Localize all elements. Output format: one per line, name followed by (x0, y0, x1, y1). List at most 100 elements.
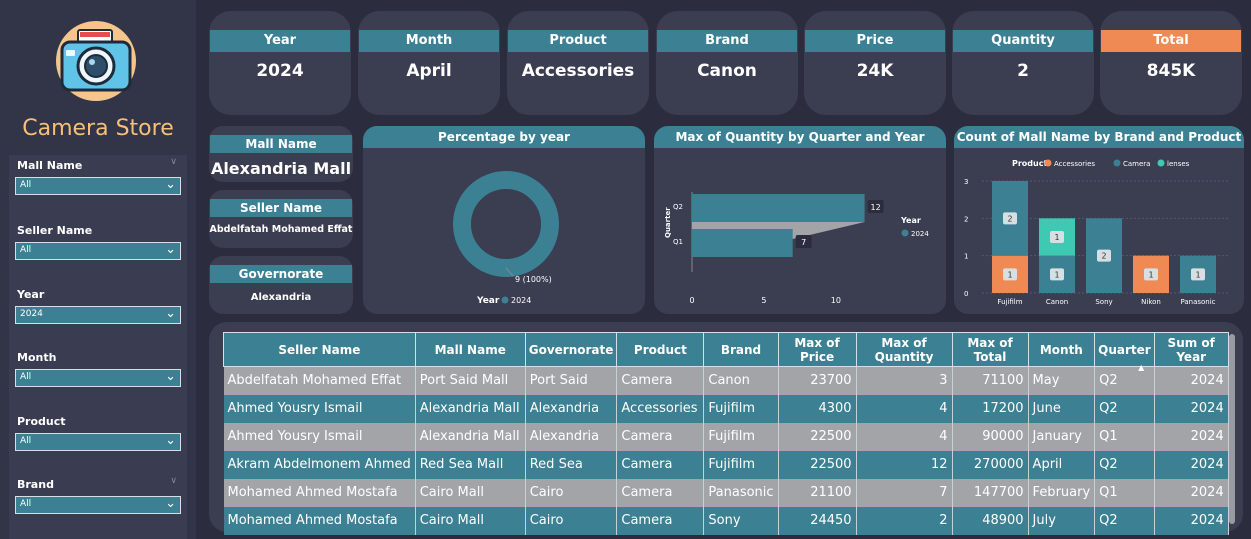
table-row[interactable]: Mohamed Ahmed Mostafa Cairo Mall Cairo Came… (223, 506, 1229, 535)
table-cell: Cairo Mall (415, 506, 526, 535)
column-header[interactable]: Product (616, 332, 705, 367)
chevron-down-icon[interactable]: ⌄ (165, 242, 176, 257)
card-label: Governorate (210, 265, 352, 283)
column-header[interactable]: Month (1027, 332, 1096, 367)
hbar-chart: Quarter Year 2024 0 5 10 Q2 12 Q1 7 (664, 192, 929, 305)
legend-entry: lenses (1167, 160, 1190, 168)
column-header[interactable]: Sum of Year ▲ (1138, 332, 1229, 372)
table-cell: Q2 (1094, 366, 1155, 395)
bar-data-label: 2 (1101, 252, 1106, 261)
camera-logo-icon (56, 21, 136, 101)
chart-title: Max of Quantity by Quarter and Year (654, 126, 946, 148)
seller-name-dropdown[interactable]: All ⌄ (15, 242, 181, 260)
slicer-product[interactable]: Product All ⌄ (9, 411, 187, 477)
dropdown-value: All (20, 372, 32, 382)
table-cell: 4 (856, 394, 953, 423)
slicer-year[interactable]: Year 2024 ⌄ (9, 284, 187, 350)
chevron-down-icon[interactable]: ⌄ (165, 496, 176, 511)
table-cell: 24450 (778, 506, 857, 535)
kpi-label: Price (805, 30, 945, 52)
table-row[interactable]: Abdelfatah Mohamed Effat Port Said Mall Po… (223, 366, 1229, 395)
table-row[interactable]: Ahmed Yousry Ismail Alexandria Mall Alexan… (223, 394, 1229, 423)
card-value: Alexandria (250, 292, 312, 303)
chevron-down-icon[interactable]: ⌄ (165, 369, 176, 384)
table-cell: Fujifilm (703, 394, 779, 423)
sidebar: Camera Store Mall Name ∨ All ⌄ Seller Na… (0, 0, 196, 539)
legend-title: Year (900, 216, 921, 225)
table-cell: Mohamed Ahmed Mostafa (223, 478, 416, 507)
kpi-value: Accessories (521, 61, 635, 81)
table-scrollbar[interactable] (1229, 334, 1235, 524)
slicer-brand[interactable]: Brand ∨ All ⌄ (9, 474, 187, 539)
table-cell: 270000 (952, 450, 1029, 479)
kpi-brand: Brand Canon (656, 11, 798, 115)
kpi-label: Month (359, 30, 499, 52)
slicer-label: Month (17, 351, 57, 364)
month-dropdown[interactable]: All ⌄ (15, 369, 181, 387)
data-label-bg (1050, 268, 1064, 281)
table-cell: 4 (856, 422, 953, 451)
donut-chart: 9 (100%) Year 2024 (453, 171, 559, 306)
brand-dropdown[interactable]: All ⌄ (15, 496, 181, 514)
slicer-month[interactable]: Month All ⌄ (9, 347, 187, 413)
table-cell: Camera (616, 450, 705, 479)
column-header[interactable]: Quarter (1094, 332, 1155, 367)
product-dropdown[interactable]: All ⌄ (15, 433, 181, 451)
store-title: Camera Store (22, 116, 174, 141)
column-header[interactable]: Brand (703, 332, 779, 367)
column-header[interactable]: Max of Total (951, 332, 1029, 367)
kpi-label: Year (210, 30, 350, 52)
legend-title: Product (1012, 159, 1047, 168)
x-tick-label: 0 (689, 296, 694, 305)
kpi-value: 845K (1146, 61, 1196, 81)
table-cell: Camera (616, 506, 705, 535)
bar-data-label: 1 (1007, 270, 1012, 279)
legend-entry: 2024 (911, 230, 929, 238)
x-tick-label: Canon (1046, 298, 1068, 306)
chevron-down-icon[interactable]: ⌄ (165, 177, 176, 192)
table-cell: 2 (856, 506, 953, 535)
legend-entry: 2024 (511, 296, 531, 305)
table-cell: Camera (616, 366, 705, 395)
table-cell: 12 (856, 450, 953, 479)
table-cell: 22500 (778, 450, 857, 479)
chevron-down-icon[interactable]: ⌄ (165, 306, 176, 321)
card-label: Seller Name (210, 199, 352, 217)
mall-name-card: Mall Name Alexandria Mall (209, 126, 353, 182)
column-header[interactable]: Mall Name (414, 332, 526, 367)
table-row[interactable]: Akram Abdelmonem Ahmed Red Sea Mall Red Se… (223, 450, 1229, 479)
slicer-seller-name[interactable]: Seller Name All ⌄ (9, 220, 187, 286)
card-value: Abdelfatah Mohamed Effat (209, 224, 353, 235)
table-row[interactable]: Ahmed Yousry Ismail Alexandria Mall Alexan… (223, 422, 1229, 451)
column-header[interactable]: Max of Price (777, 332, 857, 367)
sort-ascending-icon[interactable]: ▲ (1138, 362, 1145, 372)
column-header[interactable]: Max of Quantity (855, 332, 953, 367)
percentage-by-year-panel: Percentage by year 9 (100%) Year 2024 (363, 126, 645, 314)
slicer-mall-name[interactable]: Mall Name ∨ All ⌄ (9, 155, 187, 221)
table-cell: Red Sea Mall (415, 450, 526, 479)
dropdown-value: All (20, 436, 32, 446)
table-cell: 7 (856, 478, 953, 507)
slicer-label: Product (17, 415, 66, 428)
legend-title: Year (476, 296, 500, 306)
table-cell: 21100 (778, 478, 857, 507)
table-row[interactable]: Mohamed Ahmed Mostafa Cairo Mall Cairo Came… (223, 478, 1229, 507)
year-dropdown[interactable]: 2024 ⌄ (15, 306, 181, 324)
chevron-down-icon[interactable]: ⌄ (165, 433, 176, 448)
data-label-leader (505, 267, 514, 277)
table-cell: Cairo Mall (415, 478, 526, 507)
donut-slice-2024 (453, 171, 559, 277)
column-header[interactable]: Governorate (524, 332, 618, 367)
table-cell: Cairo (525, 506, 618, 535)
table-cell: Accessories (616, 394, 705, 423)
data-label-bg (1097, 249, 1111, 262)
table-cell: 2024 (1154, 478, 1229, 507)
table-cell: 71100 (952, 366, 1029, 395)
table-cell: 22500 (778, 422, 857, 451)
table-cell: 3 (856, 366, 953, 395)
table-cell: 4300 (778, 394, 857, 423)
column-header[interactable]: Seller Name (223, 332, 416, 367)
governorate-card: Governorate Alexandria (209, 256, 353, 314)
mall-name-dropdown[interactable]: All ⌄ (15, 177, 181, 195)
table-cell: Alexandria Mall (415, 394, 526, 423)
